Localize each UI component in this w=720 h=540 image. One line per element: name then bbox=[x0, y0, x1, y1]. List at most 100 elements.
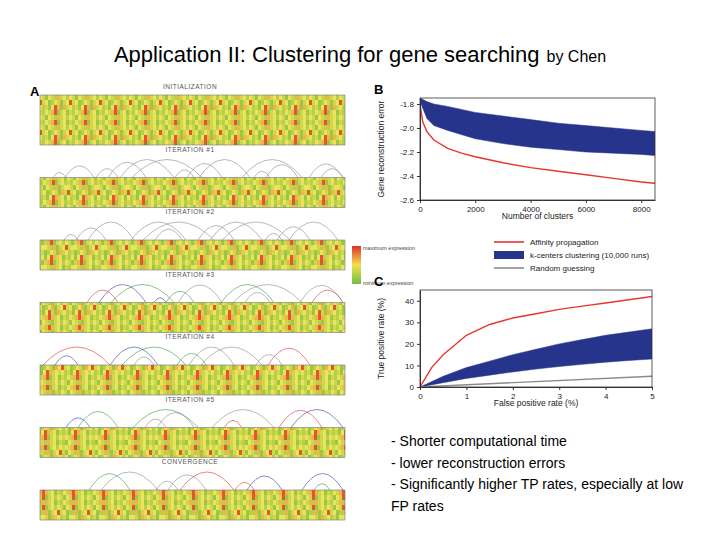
exemplar-arc bbox=[101, 472, 158, 490]
step-label: ITERATION #5 bbox=[165, 396, 214, 403]
exemplar-arc bbox=[256, 355, 282, 365]
x-axis-title: False positive rate (%) bbox=[494, 398, 579, 408]
tick-mark bbox=[652, 387, 653, 390]
tick-mark bbox=[417, 104, 420, 105]
heat-strip bbox=[40, 490, 345, 520]
arc-group bbox=[87, 285, 343, 303]
tick: 8000 bbox=[633, 200, 651, 214]
tick-mark bbox=[417, 176, 420, 177]
exemplar-arc bbox=[43, 347, 110, 365]
tick: 20 bbox=[405, 340, 420, 349]
exemplar-arc bbox=[242, 160, 302, 178]
tick-label: 6000 bbox=[577, 205, 595, 214]
tick-label: 10 bbox=[405, 362, 414, 371]
tick-mark bbox=[417, 128, 420, 129]
step-label: INITIALIZATION bbox=[163, 83, 217, 90]
legend: Affinity propagationk-centers clustering… bbox=[494, 238, 650, 273]
tick: -2.2 bbox=[400, 148, 420, 157]
title-line: Application II: Clustering for gene sear… bbox=[114, 42, 606, 67]
exemplar-arc bbox=[233, 285, 302, 303]
tick-label: 2000 bbox=[467, 205, 485, 214]
legend-entry: Random guessing bbox=[530, 264, 594, 273]
axis-line bbox=[421, 200, 656, 201]
y-axis-title: Gene reconstruction error bbox=[376, 100, 386, 197]
exemplar-arc bbox=[177, 353, 206, 365]
tick: 1 bbox=[465, 387, 470, 401]
tick-mark bbox=[417, 322, 420, 323]
tick: 4 bbox=[604, 387, 609, 401]
arc-group bbox=[89, 472, 343, 490]
exemplar-arc bbox=[89, 474, 130, 490]
plot-frame bbox=[420, 290, 652, 387]
tick: 40 bbox=[405, 297, 420, 306]
step-label: ITERATION #2 bbox=[165, 208, 214, 215]
tick-mark bbox=[417, 344, 420, 345]
exemplar-arc bbox=[87, 290, 118, 302]
exemplar-arc bbox=[66, 418, 90, 428]
tick: 0 bbox=[410, 383, 420, 392]
tick-mark bbox=[417, 387, 420, 388]
exemplar-arc bbox=[199, 160, 250, 178]
tick-mark bbox=[417, 152, 420, 153]
line bbox=[420, 104, 655, 183]
chart: 012345010203040False positive rate (%)Tr… bbox=[374, 238, 655, 408]
exemplar-arc bbox=[254, 171, 270, 177]
tick-mark bbox=[466, 387, 467, 390]
exemplar-arc bbox=[189, 347, 234, 365]
exemplar-arc bbox=[53, 172, 66, 177]
bullet: - lower reconstruction errors bbox=[391, 455, 565, 471]
tick-label: -2.0 bbox=[400, 124, 414, 133]
color-scale bbox=[352, 246, 361, 284]
exemplar-arc bbox=[168, 475, 206, 490]
arc-group bbox=[66, 410, 343, 428]
step-label: CONVERGENCE bbox=[162, 458, 219, 465]
heat-strip bbox=[40, 178, 345, 208]
exemplar-arc bbox=[108, 162, 146, 177]
exemplar-arc bbox=[277, 227, 310, 240]
tick-mark bbox=[417, 301, 420, 302]
axis: -2.6-2.4-2.2-2.0-1.8 bbox=[400, 99, 420, 206]
heat-strip bbox=[40, 95, 345, 145]
tick-label: 8000 bbox=[633, 205, 651, 214]
exemplar-arc bbox=[78, 412, 118, 428]
exemplar-arc bbox=[210, 222, 262, 240]
step-label: ITERATION #3 bbox=[165, 271, 214, 278]
exemplar-arc bbox=[111, 285, 174, 303]
panel-label: B bbox=[374, 82, 383, 97]
exemplar-arc bbox=[65, 166, 94, 178]
tick: 6000 bbox=[577, 200, 595, 214]
exemplar-arc bbox=[166, 291, 194, 302]
tick-label: 0 bbox=[418, 392, 423, 401]
tick: -2.0 bbox=[400, 124, 420, 133]
tick-mark bbox=[559, 387, 560, 390]
exemplar-arc bbox=[175, 170, 194, 178]
arc-group bbox=[64, 222, 338, 240]
exemplar-arc bbox=[265, 233, 282, 240]
tick-label: -1.8 bbox=[400, 100, 414, 109]
tick: 0 bbox=[418, 387, 423, 401]
exemplar-arc bbox=[314, 484, 330, 490]
band bbox=[420, 329, 652, 387]
tick-label: 1 bbox=[465, 392, 470, 401]
heat-strip bbox=[40, 240, 345, 270]
panel-label: C bbox=[374, 274, 384, 289]
tick-mark bbox=[641, 200, 642, 203]
bullet: - Significantly higher TP rates, especia… bbox=[391, 476, 684, 514]
exemplar-arc bbox=[291, 410, 343, 428]
tick-mark bbox=[531, 200, 532, 203]
exemplar-arc bbox=[145, 419, 166, 427]
exemplar-arc bbox=[266, 165, 298, 178]
exemplar-arc bbox=[76, 228, 106, 240]
chart: 02000400060008000-2.6-2.4-2.2-2.0-1.8Num… bbox=[374, 82, 656, 221]
tick-label: 4 bbox=[604, 392, 609, 401]
axis-line bbox=[420, 291, 421, 388]
exemplar-arc bbox=[131, 222, 186, 240]
plot-area bbox=[420, 98, 655, 183]
exemplar-arc bbox=[143, 222, 214, 240]
exemplar-arc bbox=[289, 222, 338, 240]
tick: 2000 bbox=[467, 200, 485, 214]
heat-strip bbox=[40, 428, 345, 458]
exemplar-arc bbox=[302, 474, 343, 490]
exemplar-arc bbox=[235, 482, 254, 490]
exemplar-arc bbox=[55, 356, 78, 365]
